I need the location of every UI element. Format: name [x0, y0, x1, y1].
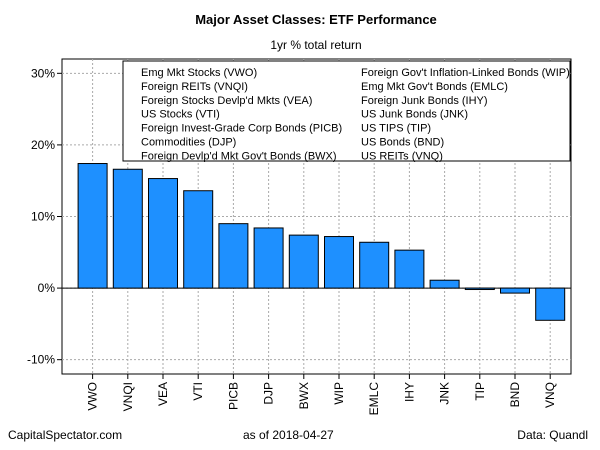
y-tick-label: 20% [31, 138, 55, 152]
bar-vwo [77, 163, 108, 289]
legend-entry: Foreign Stocks Devlp'd Mkts (VEA) [141, 95, 312, 107]
legend-entry: Foreign Devlp'd Mkt Gov't Bonds (BWX) [141, 150, 337, 162]
legend-entry: US Bonds (BND) [361, 137, 444, 149]
bar-bnd [500, 287, 530, 294]
x-tick-label: VNQI [121, 382, 135, 411]
bar-ihy [394, 249, 425, 289]
legend-entry: Emg Mkt Gov't Bonds (EMLC) [361, 81, 508, 93]
bar-djp [253, 227, 284, 289]
x-tick-label: VTI [191, 382, 205, 401]
bar-vea [148, 178, 178, 289]
as-of-date: as of 2018-04-27 [243, 428, 334, 442]
bar-emlc [359, 241, 390, 289]
data-credit: Data: Quandl [517, 428, 588, 442]
bar-tip [464, 287, 495, 291]
legend-entry: US Junk Bonds (JNK) [361, 109, 468, 121]
legend-entry: Commodities (DJP) [141, 137, 236, 149]
x-tick-label: VWO [86, 382, 100, 411]
chart-title: Major Asset Classes: ETF Performance [195, 12, 437, 27]
legend-entry: US Stocks (VTI) [141, 109, 220, 121]
legend-entry: Foreign REITs (VNQI) [141, 81, 248, 93]
x-tick-label: VNQ [543, 382, 557, 408]
x-tick-label: WIP [332, 382, 346, 405]
bar-vti [183, 190, 214, 289]
source-credit: CapitalSpectator.com [8, 428, 123, 442]
bar-picb [218, 223, 249, 289]
legend-entry: Emg Mkt Stocks (VWO) [141, 67, 257, 79]
bar-vnqi [112, 168, 143, 289]
legend-entry: Foreign Junk Bonds (IHY) [361, 95, 488, 107]
bar-series [62, 163, 571, 321]
x-tick-label: JNK [438, 382, 452, 405]
bar-bwx [288, 234, 319, 289]
x-tick-label: EMLC [367, 382, 381, 416]
y-tick-label: 0% [38, 281, 56, 295]
legend-entry: US TIPS (TIP) [361, 123, 431, 135]
x-tick-label: TIP [473, 382, 487, 401]
y-tick-label: -10% [27, 353, 55, 367]
x-tick-label: VEA [156, 382, 170, 406]
x-tick-label: DJP [262, 382, 276, 405]
x-tick-label: IHY [402, 382, 416, 402]
y-tick-label: 10% [31, 210, 55, 224]
legend-entry: US REITs (VNQ) [361, 150, 443, 162]
y-tick-label: 30% [31, 66, 55, 80]
x-tick-label: PICB [226, 382, 240, 410]
legend: Emg Mkt Stocks (VWO) Foreign REITs (VNQI)… [122, 60, 571, 162]
bar-jnk [429, 279, 460, 289]
x-tick-label: BWX [297, 382, 311, 409]
bar-vnq [535, 287, 566, 321]
x-axis: VWO VNQI VEA VTI PICB DJP BWX WIP EMLC IHY JNK TIP B… [86, 374, 557, 416]
legend-box [122, 60, 571, 162]
legend-entry: Foreign Gov't Inflation-Linked Bonds (WI… [361, 67, 570, 79]
y-axis: -10% 0% 10% 20% 30% [27, 66, 62, 367]
bar-wip [324, 236, 354, 289]
chart-subtitle: 1yr % total return [270, 38, 361, 52]
x-tick-label: BND [508, 382, 522, 408]
legend-entry: Foreign Invest-Grade Corp Bonds (PICB) [141, 123, 342, 135]
